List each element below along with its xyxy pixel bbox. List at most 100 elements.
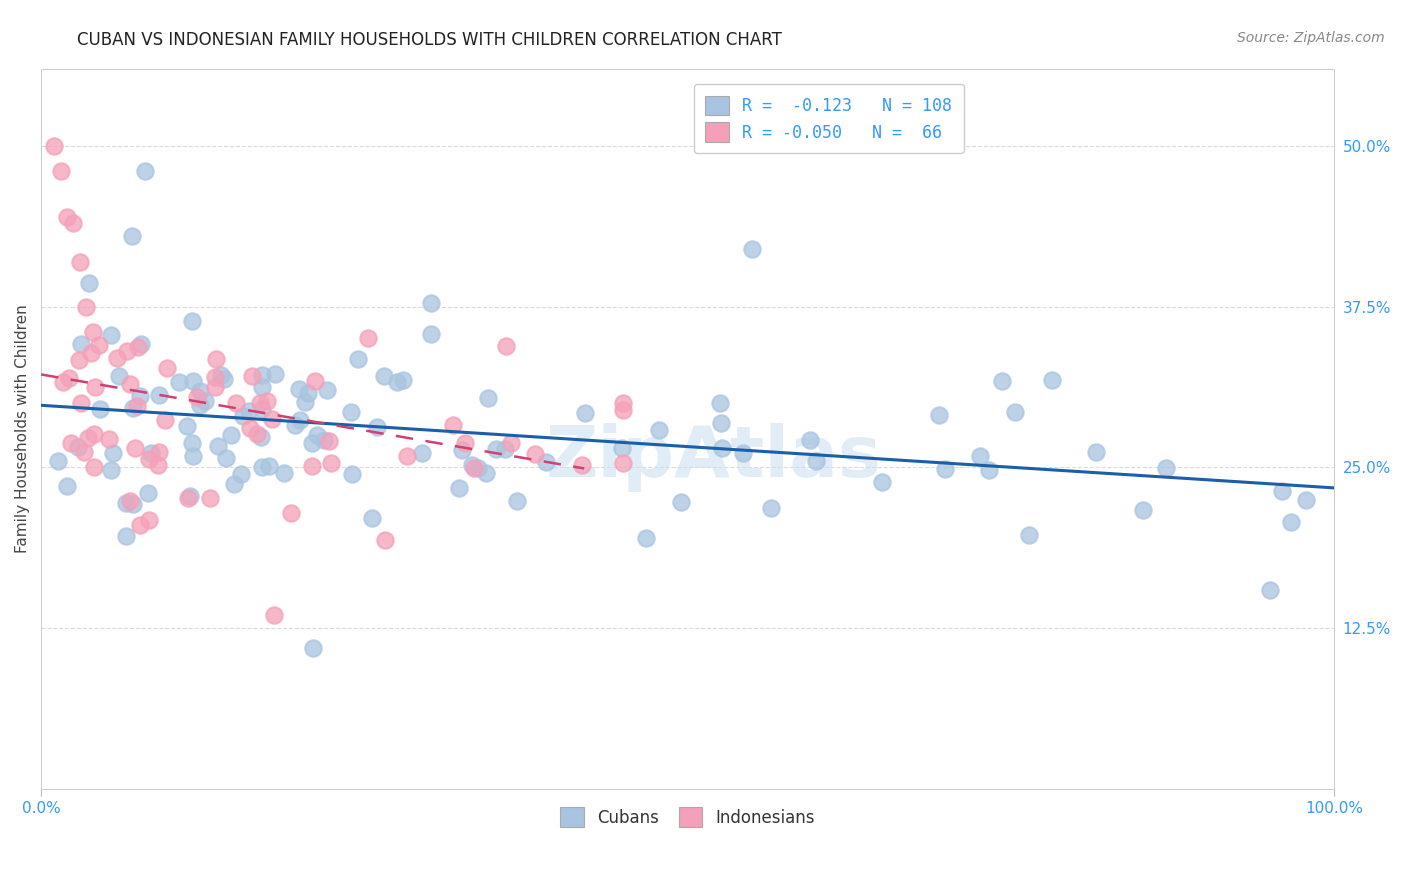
Point [127,340,149,354]
Point [461,458,484,472]
Point [1258,582,1281,597]
Point [249,396,271,410]
Point [77,431,100,445]
Point [979,463,1001,477]
Point [212,372,235,386]
Point [304,374,326,388]
Point [262,411,284,425]
Point [181,314,204,328]
Point [297,386,319,401]
Point [524,447,547,461]
Point [612,456,634,470]
Point [60,435,83,450]
Point [280,506,302,520]
Point [205,351,228,366]
Point [420,326,443,341]
Point [263,368,285,382]
Point [477,391,499,405]
Point [134,164,156,178]
Point [115,344,138,359]
Point [138,451,160,466]
Point [124,442,146,456]
Point [485,442,508,456]
Point [250,401,273,416]
Point [361,511,384,525]
Point [83,427,105,442]
Point [636,531,658,545]
Point [207,439,229,453]
Point [761,500,783,515]
Point [443,417,465,432]
Point [250,430,273,444]
Point [301,640,323,655]
Point [420,296,443,310]
Point [574,406,596,420]
Point [69,337,91,351]
Point [612,395,634,409]
Point [373,369,395,384]
Point [648,423,671,437]
Point [42,138,65,153]
Point [741,242,763,256]
Point [934,462,956,476]
Point [67,440,90,454]
Point [731,446,754,460]
Point [155,360,177,375]
Point [374,533,396,547]
Point [188,398,211,412]
Y-axis label: Family Households with Children: Family Households with Children [15,304,30,553]
Point [238,403,260,417]
Point [136,486,159,500]
Point [709,396,731,410]
Point [181,374,204,388]
Point [273,466,295,480]
Point [82,326,104,340]
Point [495,339,517,353]
Point [467,461,489,475]
Point [872,475,894,489]
Point [287,382,309,396]
Point [1295,493,1317,508]
Point [46,454,69,468]
Point [1271,483,1294,498]
Point [240,368,263,383]
Point [153,413,176,427]
Point [69,396,91,410]
Point [454,436,477,450]
Point [56,210,79,224]
Text: Source: ZipAtlas.com: Source: ZipAtlas.com [1237,31,1385,45]
Point [69,254,91,268]
Point [1084,445,1107,459]
Point [928,408,950,422]
Point [214,451,236,466]
Point [1154,461,1177,475]
Point [75,300,97,314]
Point [181,436,204,450]
Point [115,529,138,543]
Point [125,399,148,413]
Point [121,497,143,511]
Point [128,518,150,533]
Point [73,445,96,459]
Point [89,401,111,416]
Point [536,455,558,469]
Text: ZipAtlas: ZipAtlas [546,423,882,492]
Point [288,413,311,427]
Point [56,479,79,493]
Point [148,445,170,459]
Point [671,495,693,509]
Point [1018,528,1040,542]
Point [52,375,75,389]
Point [799,433,821,447]
Point [250,459,273,474]
Point [121,228,143,243]
Point [204,380,226,394]
Point [346,351,368,366]
Point [474,466,496,480]
Point [179,489,201,503]
Point [225,396,247,410]
Point [463,460,485,475]
Point [991,374,1014,388]
Point [342,467,364,481]
Point [77,277,100,291]
